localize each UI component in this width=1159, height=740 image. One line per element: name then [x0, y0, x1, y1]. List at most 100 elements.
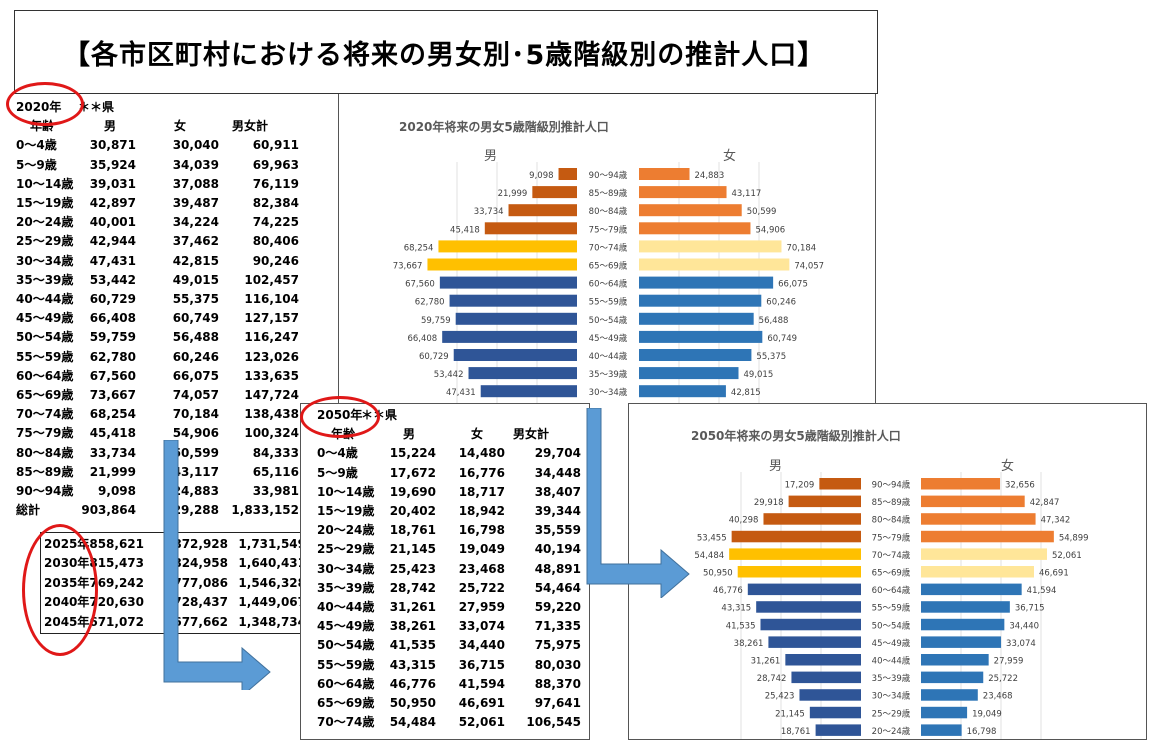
female-data-label: 52,061	[1052, 551, 1082, 561]
table-cell: 43,117	[172, 464, 219, 479]
table-cell: 70～74歳	[317, 715, 375, 730]
male-bar	[449, 294, 577, 307]
male-data-label: 60,729	[419, 352, 449, 362]
female-data-label: 25,722	[988, 674, 1018, 684]
category-label: 55～59歳	[872, 603, 911, 614]
table-cell: 17,672	[389, 465, 436, 480]
summary-cell: 728,437	[173, 595, 228, 610]
male-bar	[729, 548, 861, 560]
female-bar	[639, 222, 751, 235]
table-cell: 34,448	[534, 465, 581, 480]
male-bar	[438, 240, 577, 253]
male-bar	[439, 276, 577, 289]
table-cell: 31,261	[389, 600, 436, 614]
female-data-label: 49,015	[744, 370, 774, 380]
male-bar	[768, 636, 861, 648]
male-bar	[815, 724, 861, 736]
table-row: 10～14歳 19,690 18,717 38,407	[317, 483, 589, 502]
male-bar	[455, 312, 577, 325]
table-row: 5～9歳 17,672 16,776 34,448	[317, 464, 589, 483]
table-cell: 116,247	[244, 330, 299, 345]
table-row: 70～74歳 54,484 52,061 106,545	[317, 713, 589, 732]
table-cell: 74,225	[252, 215, 299, 230]
female-axis-label: 女	[1001, 458, 1014, 474]
table-cell: 90,246	[252, 253, 299, 268]
summary-cell: 777,086	[173, 575, 228, 590]
table-cell: 55～59歳	[317, 657, 375, 672]
table-cell: 42,897	[89, 196, 136, 210]
category-label: 75～79歳	[589, 224, 628, 235]
table-prefecture: ＊＊県	[78, 100, 115, 114]
summary-cell: 1,731,549	[238, 537, 306, 551]
table-row: 15～19歳 20,402 18,942 39,344	[317, 502, 589, 521]
summary-cell: 815,473	[89, 556, 144, 571]
male-data-label: 28,742	[757, 674, 787, 684]
male-data-label: 38,261	[734, 639, 764, 649]
table-cell: 56,488	[172, 330, 219, 345]
table-cell: 38,261	[389, 619, 436, 634]
table-cell: 59,759	[89, 330, 136, 345]
male-data-label: 54,484	[694, 551, 724, 561]
male-bar	[756, 601, 861, 613]
female-data-label: 16,798	[967, 727, 997, 737]
table-cell: 15～19歳	[317, 504, 375, 518]
table-cell: 54,464	[534, 580, 581, 595]
table-cell: 33,981	[252, 484, 299, 498]
table-cell: 82,384	[252, 196, 299, 210]
female-bar	[639, 294, 762, 307]
female-data-label: 32,656	[1005, 481, 1035, 491]
chart-2050-panel: 2050年将来の男女5歳階級別推計人口男 女 17,209 32,656 90～94歳 2…	[628, 403, 1147, 740]
table-cell: 0～4歳	[317, 446, 358, 461]
table-cell: 18,761	[389, 523, 436, 538]
female-bar	[921, 566, 1034, 578]
female-bar	[921, 724, 962, 736]
female-data-label: 36,715	[1015, 604, 1045, 614]
table-row: 15～19歳 42,897 39,487 82,384	[16, 194, 336, 213]
table-cell: 41,594	[458, 676, 505, 691]
male-data-label: 9,098	[529, 171, 553, 181]
male-bar	[788, 495, 861, 508]
table-cell: 30～34歳	[317, 561, 375, 576]
table-cell: 75,975	[534, 638, 581, 653]
male-data-label: 67,560	[405, 280, 435, 290]
female-data-label: 42,847	[1030, 498, 1060, 508]
table-cell: 25,423	[389, 561, 436, 576]
table-cell: 65～69歳	[16, 388, 74, 402]
female-bar	[921, 583, 1022, 596]
table-cell: 34,039	[172, 157, 219, 172]
category-label: 30～34歳	[589, 387, 628, 398]
female-bar	[921, 636, 1002, 648]
table-2050: 2050年 ＊＊県 年齢男女男女計 0～4歳 15,224 14,480 29,704 5～9…	[300, 403, 590, 740]
table-cell: 97,641	[534, 696, 581, 710]
table-cell: 15～19歳	[16, 196, 74, 210]
female-data-label: 55,375	[756, 352, 786, 362]
category-label: 40～44歳	[872, 656, 911, 667]
male-data-label: 41,535	[726, 621, 756, 631]
male-axis-label: 男	[769, 459, 782, 474]
category-label: 50～54歳	[872, 620, 911, 631]
female-data-label: 34,440	[1009, 621, 1039, 631]
table-cell: 54,906	[172, 426, 219, 441]
table-cell: 37,088	[172, 176, 219, 191]
table-row: 40～44歳 60,729 55,375 116,104	[16, 290, 336, 309]
male-bar	[442, 330, 577, 343]
table-header-cell: 男	[104, 119, 117, 134]
table-cell: 60,246	[172, 349, 219, 364]
table-row: 70～74歳 68,254 70,184 138,438	[16, 405, 336, 424]
table-header-cell: 男女計	[232, 119, 269, 134]
female-data-label: 60,246	[766, 298, 796, 308]
table-cell: 50,599	[172, 445, 219, 460]
table-cell: 49,015	[172, 272, 219, 287]
category-label: 90～94歳	[872, 480, 911, 491]
table-cell: 21,999	[89, 464, 136, 479]
table-cell: 39,487	[172, 196, 219, 210]
table-cell: 20～24歳	[317, 523, 375, 538]
table-cell: 19,049	[458, 542, 505, 557]
table-cell: 29,704	[534, 446, 581, 461]
table-cell: 54,484	[389, 715, 436, 730]
table-row: 45～49歳 38,261 33,074 71,335	[317, 617, 589, 636]
female-data-label: 23,468	[983, 692, 1013, 702]
table-cell: 15,224	[389, 446, 436, 461]
table-cell: 41,535	[389, 638, 436, 653]
table-cell: 90～94歳	[16, 484, 74, 498]
